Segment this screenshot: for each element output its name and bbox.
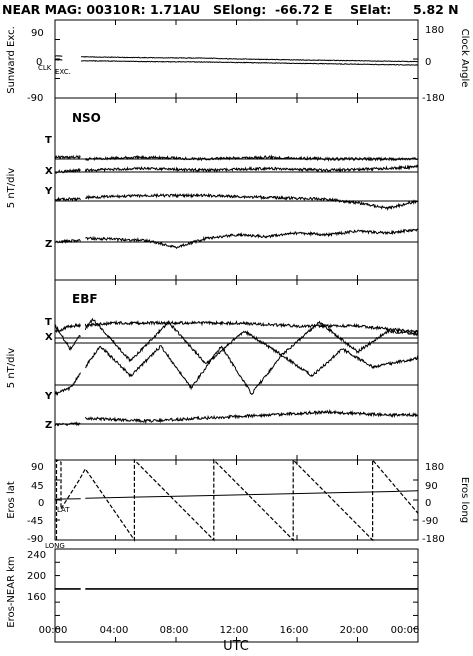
sunward-left-tick-mid: 0 bbox=[36, 57, 42, 68]
component-label-y: Y bbox=[44, 186, 53, 197]
header: NEAR MAG: 00310 R: 1.71AU SElong: -66.72… bbox=[2, 2, 459, 17]
panel-nso: NSO 5 nT/div T XY Z bbox=[6, 97, 419, 281]
panel-distance: 240 200 160 Eros-NEAR km bbox=[6, 548, 419, 643]
series-line-x bbox=[54, 164, 419, 174]
component-label-y: Y bbox=[44, 391, 53, 402]
x-axis-label: UTC bbox=[223, 639, 249, 654]
eros-right-tick-m90: -90 bbox=[422, 516, 438, 527]
component-label-x: X bbox=[45, 332, 53, 343]
panel-sunward: 90 0 -90 180 0 -180 Sunward Exc. Clock A… bbox=[6, 19, 470, 104]
sunward-right-tick-top: 180 bbox=[425, 25, 444, 36]
series-line-exc bbox=[55, 59, 419, 66]
component-label-z: Z bbox=[45, 420, 52, 431]
eros-annotation-long: LONG bbox=[45, 542, 65, 550]
eros-left-tick-90: 90 bbox=[31, 462, 44, 473]
sunward-right-tick-bottom: -180 bbox=[422, 93, 445, 104]
distance-tick-160: 160 bbox=[27, 592, 46, 603]
nso-panel-title: NSO bbox=[72, 111, 101, 125]
eros-right-tick-0: 0 bbox=[425, 498, 431, 509]
panel-eros: 90 45 0 -45 -90 180 90 0 -90 -180 Eros l… bbox=[6, 458, 470, 550]
ebf-series: TX Y Z bbox=[44, 280, 419, 460]
series-line-x bbox=[54, 317, 419, 365]
series-line-lat bbox=[54, 490, 419, 500]
sunward-annotation-exc: EXC. bbox=[55, 68, 71, 76]
x-tick-label: 04:00 bbox=[100, 625, 129, 636]
nso-axis-label: 5 nT/div bbox=[6, 168, 17, 208]
eros-left-tick-45: 45 bbox=[31, 481, 44, 492]
distance-tick-200: 200 bbox=[27, 571, 46, 582]
x-tick-label: 16:00 bbox=[280, 625, 309, 636]
series-line-clk bbox=[54, 55, 419, 63]
series-line-t bbox=[55, 319, 419, 335]
series-line-y bbox=[54, 345, 419, 397]
nso-series: T XY Z bbox=[44, 98, 419, 280]
component-label-t: T bbox=[45, 135, 52, 146]
header-range: R: 1.71AU bbox=[131, 2, 200, 17]
panel-nso-frame bbox=[54, 97, 419, 281]
series-line-t bbox=[54, 154, 419, 162]
distance-axis-label: Eros-NEAR km bbox=[6, 556, 17, 627]
x-tick-label: 00:00 bbox=[39, 625, 68, 636]
sunward-left-tick-bottom: -90 bbox=[27, 93, 43, 104]
ebf-axis-label: 5 nT/div bbox=[6, 348, 17, 388]
x-tick-label: 20:00 bbox=[340, 625, 369, 636]
eros-right-tick-m180: -180 bbox=[422, 534, 445, 545]
eros-left-tick-0: 0 bbox=[38, 498, 44, 509]
x-tick-label: 00:00 bbox=[391, 625, 420, 636]
distance-series bbox=[54, 549, 419, 642]
sunward-left-axis-label: Sunward Exc. bbox=[6, 26, 17, 94]
eros-right-axis-label: Eros long bbox=[459, 477, 470, 523]
eros-right-tick-90: 90 bbox=[425, 481, 438, 492]
eros-left-axis-label: Eros lat bbox=[6, 481, 17, 519]
panel-ebf: EBF 5 nT/div TX Y Z bbox=[6, 279, 419, 461]
eros-left-tick-m45: -45 bbox=[27, 516, 43, 527]
component-label-t: T bbox=[45, 317, 52, 328]
series-line-z bbox=[54, 408, 419, 427]
sunward-series bbox=[54, 20, 419, 98]
x-tick-label: 12:00 bbox=[220, 625, 249, 636]
series-line-long bbox=[55, 458, 419, 542]
panel-ebf-frame bbox=[54, 279, 419, 461]
header-title: NEAR MAG: 00310 bbox=[2, 2, 130, 17]
sunward-left-tick-top: 90 bbox=[31, 28, 44, 39]
header-selong: SElong: -66.72 E bbox=[213, 2, 333, 17]
series-line-z bbox=[54, 228, 419, 250]
panel-eros-frame bbox=[54, 459, 419, 541]
sunward-right-axis-label: Clock Angle bbox=[459, 29, 470, 88]
eros-series bbox=[54, 458, 419, 542]
eros-annotation-lat: LAT bbox=[57, 506, 70, 514]
ebf-panel-title: EBF bbox=[72, 292, 98, 306]
x-axis: 00:00 04:00 08:00 12:00 16:00 20:00 00:0… bbox=[39, 625, 420, 654]
eros-left-tick-m90: -90 bbox=[27, 534, 43, 545]
distance-tick-240: 240 bbox=[27, 550, 46, 561]
eros-right-tick-180: 180 bbox=[425, 462, 444, 473]
series-line-y bbox=[54, 192, 419, 211]
sunward-right-tick-mid: 0 bbox=[425, 57, 431, 68]
component-label-x: X bbox=[45, 166, 53, 177]
header-selat: SElat: 5.82 N bbox=[350, 2, 459, 17]
sunward-annotation-clk: CLK bbox=[38, 64, 52, 72]
x-tick-label: 08:00 bbox=[160, 625, 189, 636]
component-label-z: Z bbox=[45, 239, 52, 250]
